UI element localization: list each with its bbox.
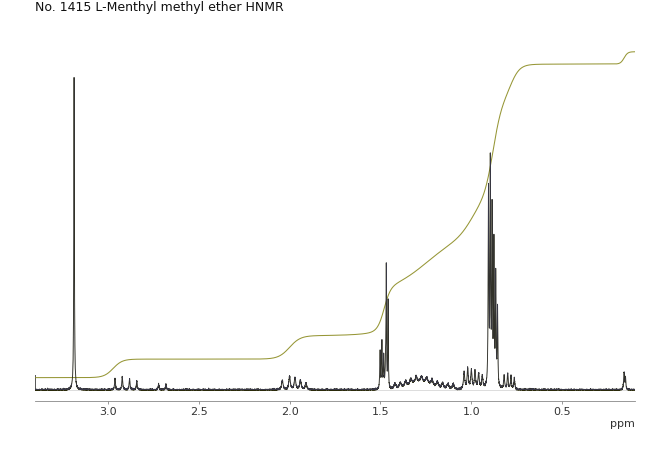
Text: No. 1415 L-Menthyl methyl ether HNMR: No. 1415 L-Menthyl methyl ether HNMR: [35, 1, 284, 14]
X-axis label: ppm: ppm: [610, 419, 635, 428]
